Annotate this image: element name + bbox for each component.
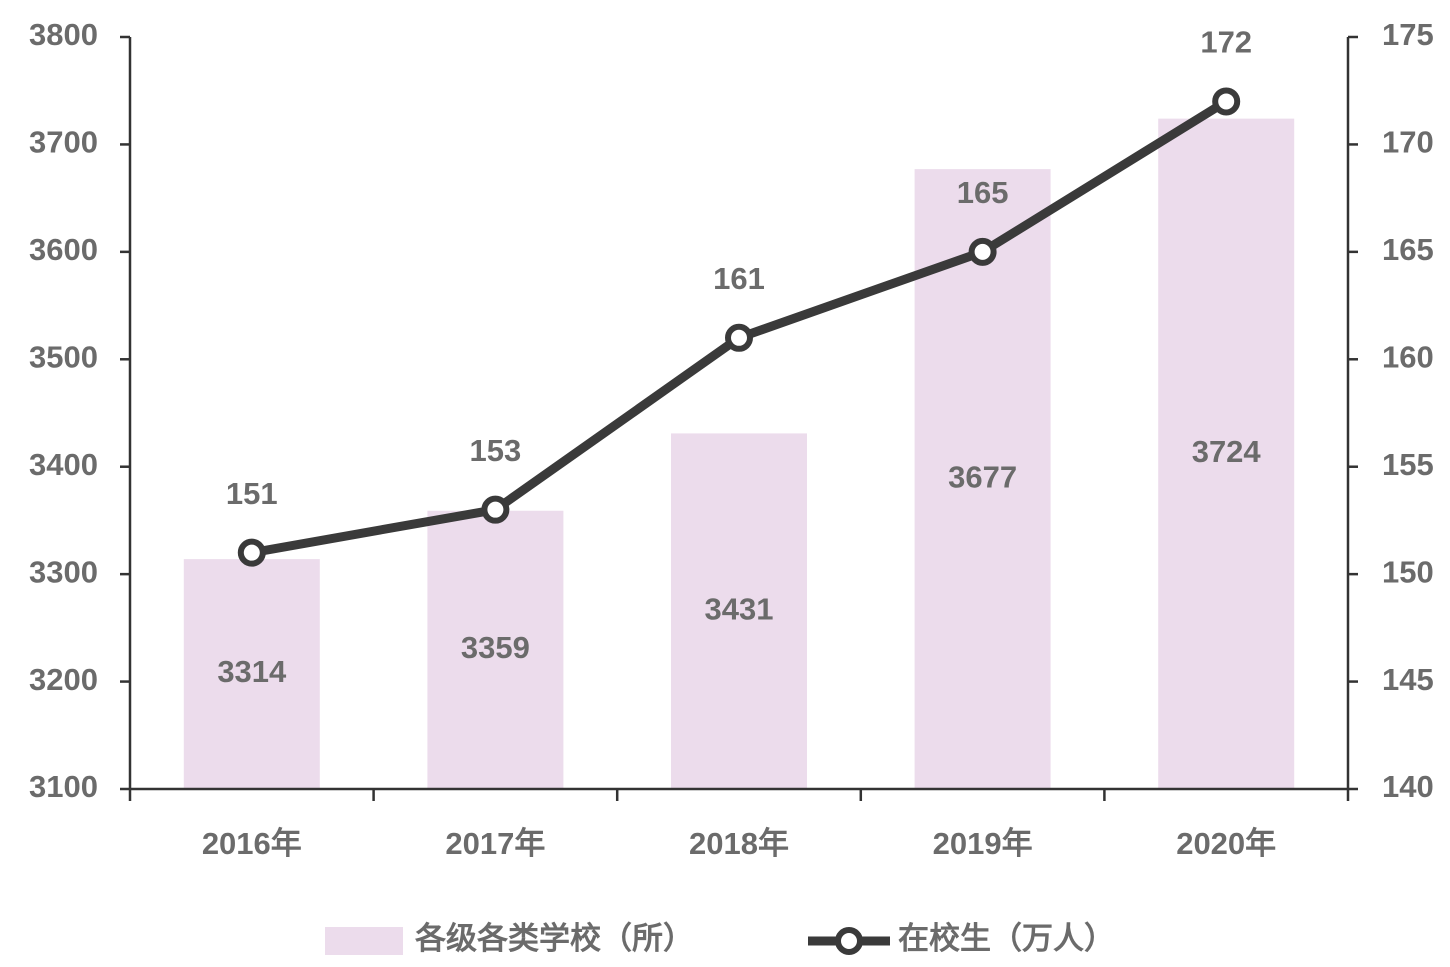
legend-swatch — [325, 927, 403, 955]
bar — [1158, 118, 1295, 790]
legend-label: 在校生（万人） — [898, 921, 1115, 956]
line-label: 172 — [1200, 25, 1252, 60]
bar — [183, 559, 320, 789]
line-label: 161 — [713, 261, 765, 296]
y2-tick-label: 165 — [1382, 232, 1434, 267]
bar — [427, 510, 564, 789]
y2-tick-label: 150 — [1382, 554, 1434, 589]
bar-label: 3724 — [1192, 434, 1262, 469]
y2-tick-label: 155 — [1382, 447, 1434, 482]
line-point — [725, 323, 753, 352]
y2-tick-label: 140 — [1382, 769, 1434, 804]
legend-swatch — [835, 927, 863, 955]
bar — [671, 433, 807, 789]
x-tick-label: 2018年 — [689, 826, 789, 861]
y-tick-label: 3300 — [29, 554, 98, 589]
line-point — [968, 237, 997, 266]
y2-tick-label: 175 — [1382, 17, 1434, 52]
y-tick-label: 3400 — [29, 447, 98, 482]
x-tick-label: 2017年 — [445, 826, 545, 861]
line-point — [237, 538, 266, 567]
line-label: 151 — [226, 476, 278, 511]
x-tick-label: 2016年 — [202, 826, 302, 861]
bar-label: 3359 — [461, 630, 530, 665]
x-tick-label: 2019年 — [933, 826, 1033, 861]
y-tick-label: 3100 — [29, 769, 98, 804]
line-point — [1212, 87, 1241, 116]
line-point — [481, 495, 510, 524]
y-tick-label: 3600 — [29, 232, 98, 267]
y2-tick-label: 145 — [1382, 662, 1434, 697]
bar-label: 3431 — [705, 591, 774, 626]
y-tick-label: 3500 — [29, 339, 98, 374]
y-tick-label: 3700 — [29, 125, 98, 160]
y2-tick-label: 170 — [1382, 125, 1434, 160]
y-tick-label: 3800 — [29, 17, 98, 52]
line-label: 153 — [470, 433, 522, 468]
y2-tick-label: 160 — [1382, 339, 1434, 374]
legend-label: 各级各类学校（所） — [414, 921, 694, 956]
bar-label: 3677 — [948, 459, 1017, 494]
line-label: 165 — [957, 175, 1009, 210]
y-tick-label: 3200 — [29, 662, 98, 697]
x-tick-label: 2020年 — [1176, 826, 1276, 861]
bar-label: 3314 — [217, 654, 287, 689]
